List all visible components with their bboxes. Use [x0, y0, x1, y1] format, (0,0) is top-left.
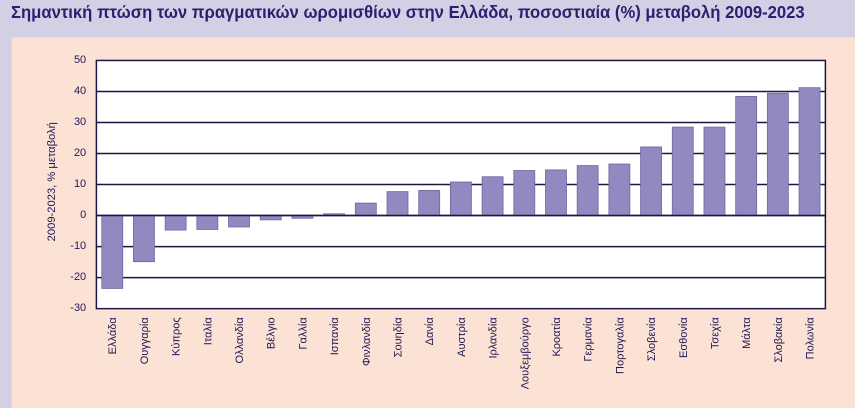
svg-text:Αυστρία: Αυστρία: [456, 317, 468, 357]
svg-text:Ιρλανδία: Ιρλανδία: [488, 317, 500, 359]
svg-text:Ολλανδία: Ολλανδία: [234, 317, 246, 364]
svg-text:Τσεχία: Τσεχία: [709, 317, 721, 349]
svg-text:Γερμανία: Γερμανία: [583, 317, 595, 362]
svg-text:50: 50: [74, 54, 86, 66]
svg-text:Φινλανδία: Φινλανδία: [361, 317, 373, 366]
svg-text:Κροατία: Κροατία: [551, 317, 563, 357]
svg-text:Γαλλία: Γαλλία: [297, 317, 309, 350]
svg-text:Ιταλία: Ιταλία: [202, 317, 214, 346]
svg-text:Δανία: Δανία: [424, 317, 436, 346]
svg-text:Μάλτα: Μάλτα: [741, 317, 753, 349]
svg-text:Ουγγαρία: Ουγγαρία: [139, 317, 151, 365]
svg-text:Λουξεμβούργο: Λουξεμβούργο: [519, 317, 531, 389]
svg-text:30: 30: [74, 116, 86, 128]
svg-text:20: 20: [74, 147, 86, 159]
svg-text:Σλοβακία: Σλοβακία: [773, 317, 785, 363]
svg-text:40: 40: [74, 85, 86, 97]
svg-text:-10: -10: [70, 240, 86, 252]
svg-text:Βέλγιο: Βέλγιο: [266, 317, 278, 349]
svg-text:-30: -30: [70, 302, 86, 314]
svg-text:10: 10: [74, 178, 86, 190]
svg-text:Ισπανία: Ισπανία: [329, 317, 341, 356]
svg-text:Εσθονία: Εσθονία: [678, 317, 690, 358]
svg-text:Κύπρος: Κύπρος: [171, 317, 183, 356]
svg-text:0: 0: [80, 209, 86, 221]
svg-text:Πολωνία: Πολωνία: [805, 317, 817, 360]
svg-text:Ελλάδα: Ελλάδα: [107, 317, 119, 355]
svg-text:Σλοβενία: Σλοβενία: [646, 317, 658, 361]
svg-text:2009-2023, % μεταβολή: 2009-2023, % μεταβολή: [46, 122, 58, 241]
svg-text:Σουηδία: Σουηδία: [393, 317, 405, 358]
svg-text:Πορτογαλία: Πορτογαλία: [614, 317, 626, 374]
svg-text:-20: -20: [70, 271, 86, 283]
